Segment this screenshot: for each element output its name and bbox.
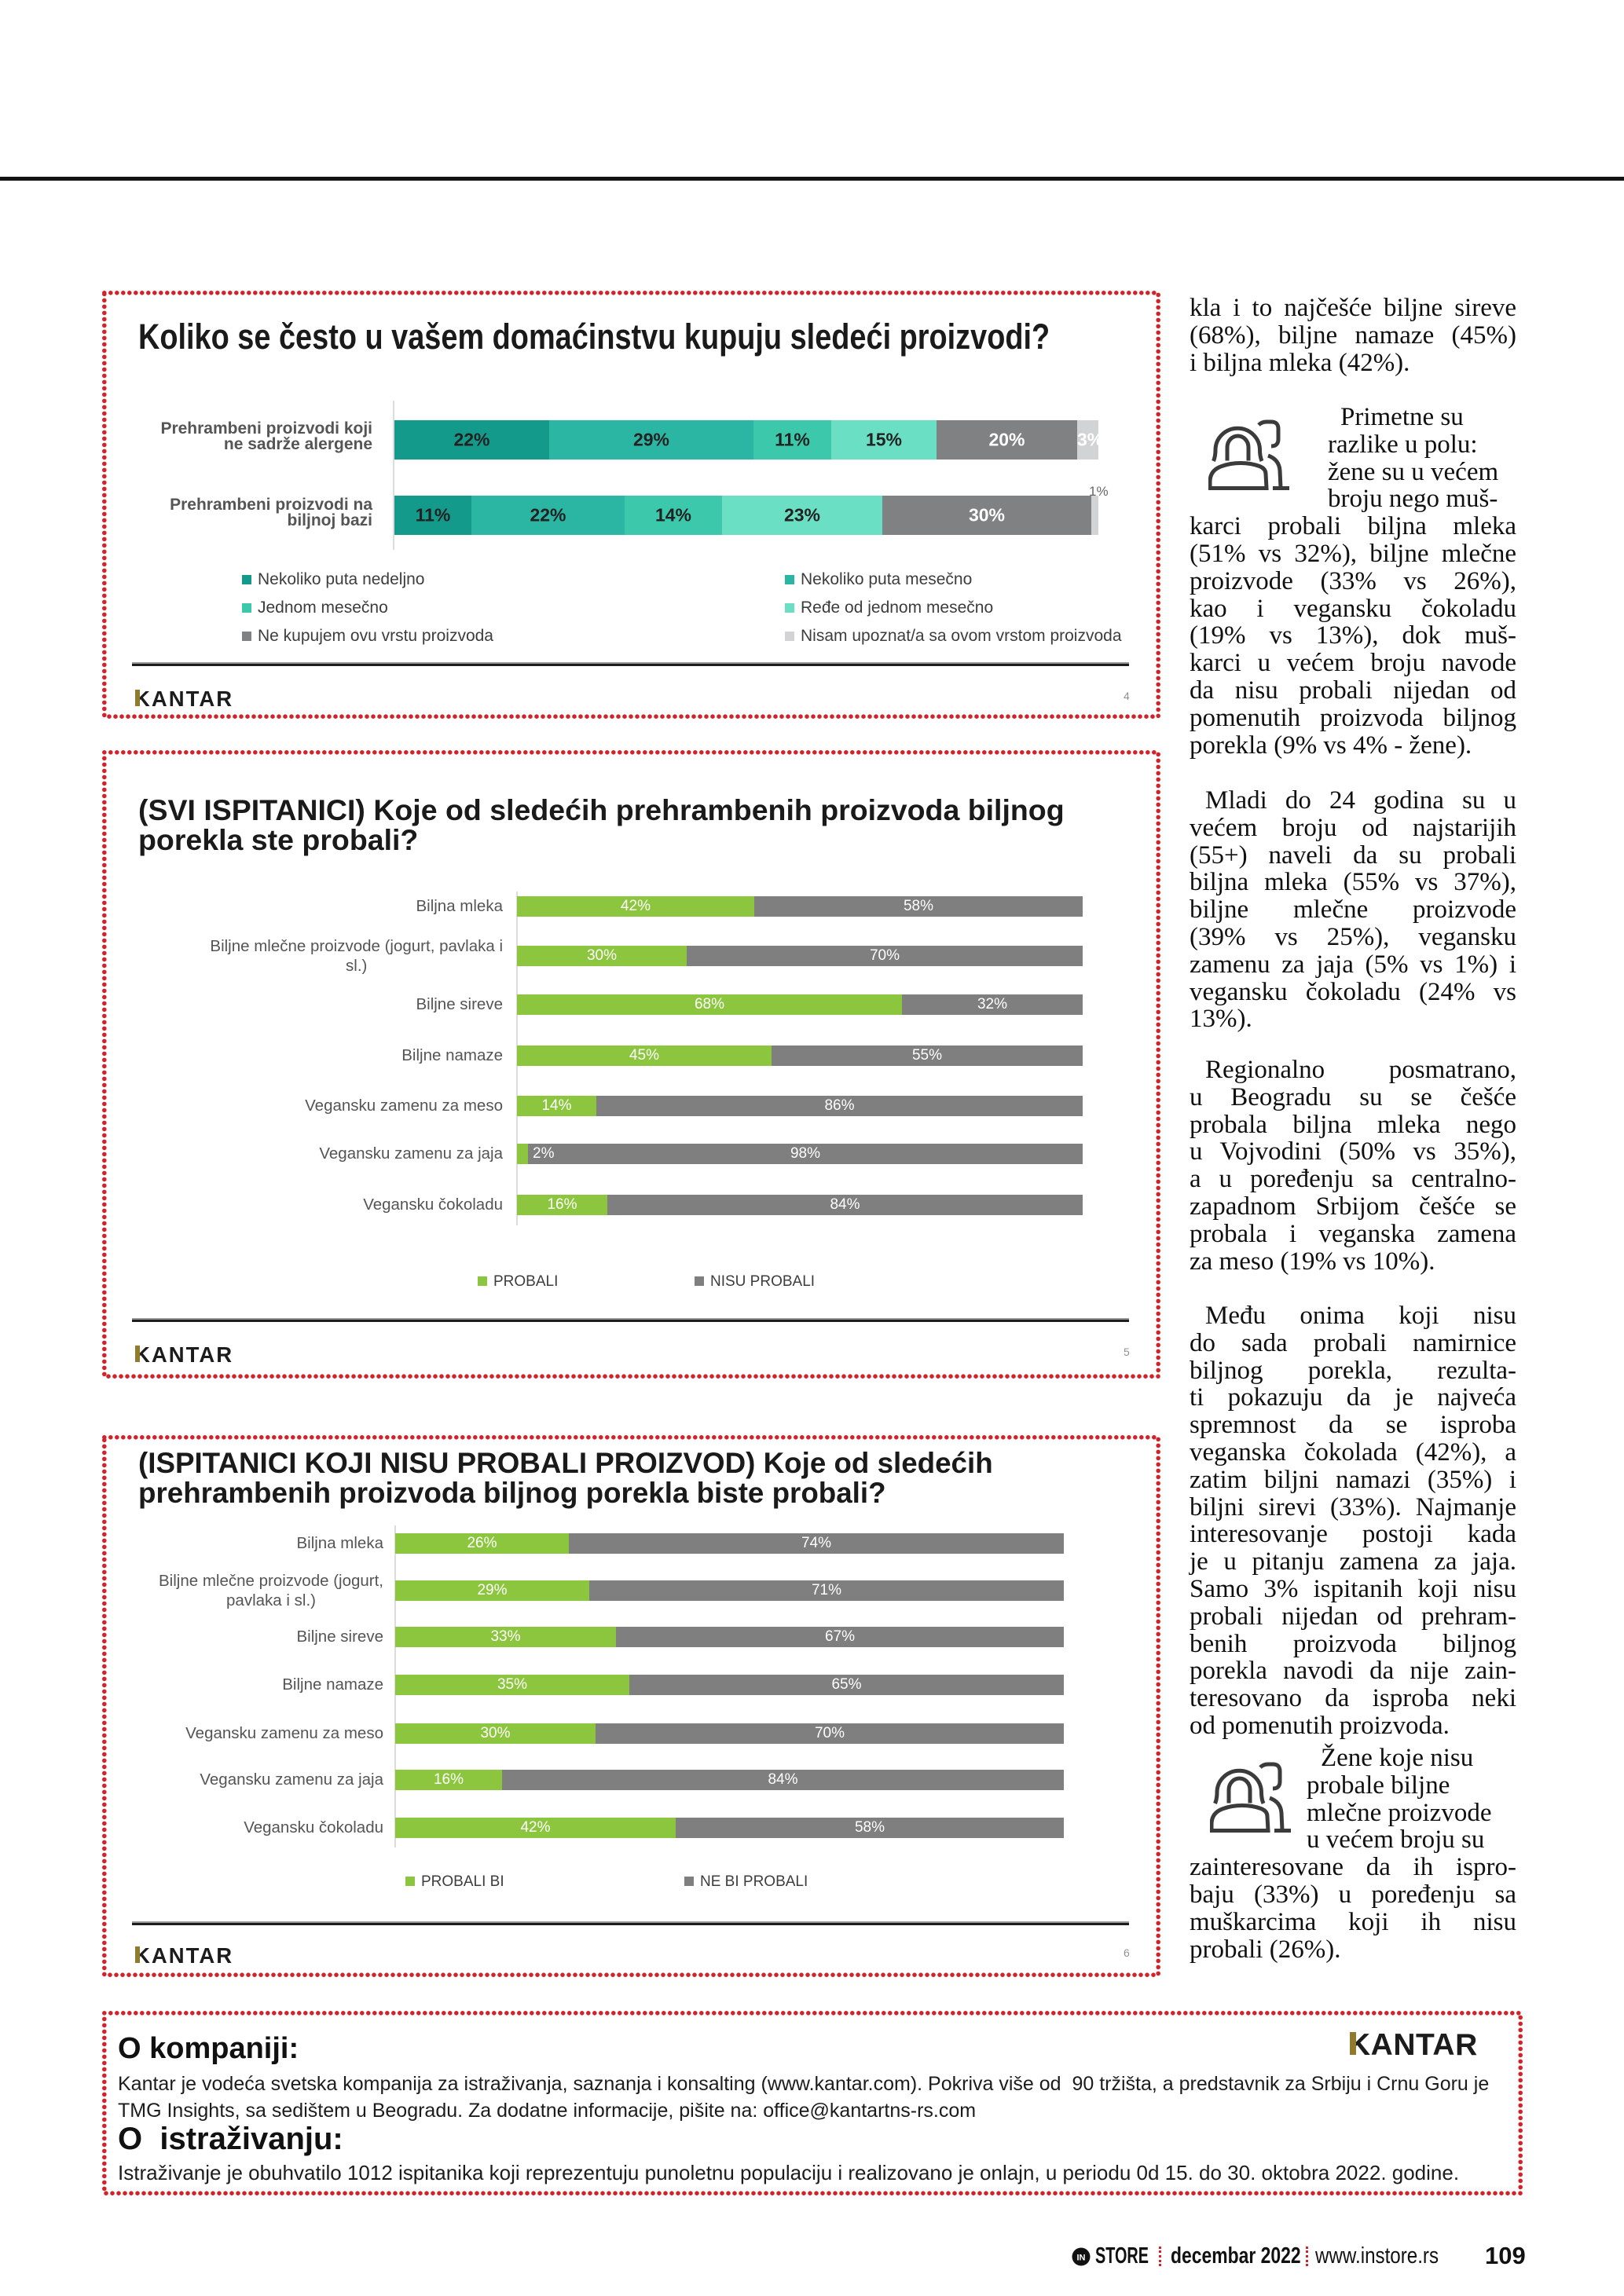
svg-text:IN: IN	[1077, 2254, 1086, 2263]
